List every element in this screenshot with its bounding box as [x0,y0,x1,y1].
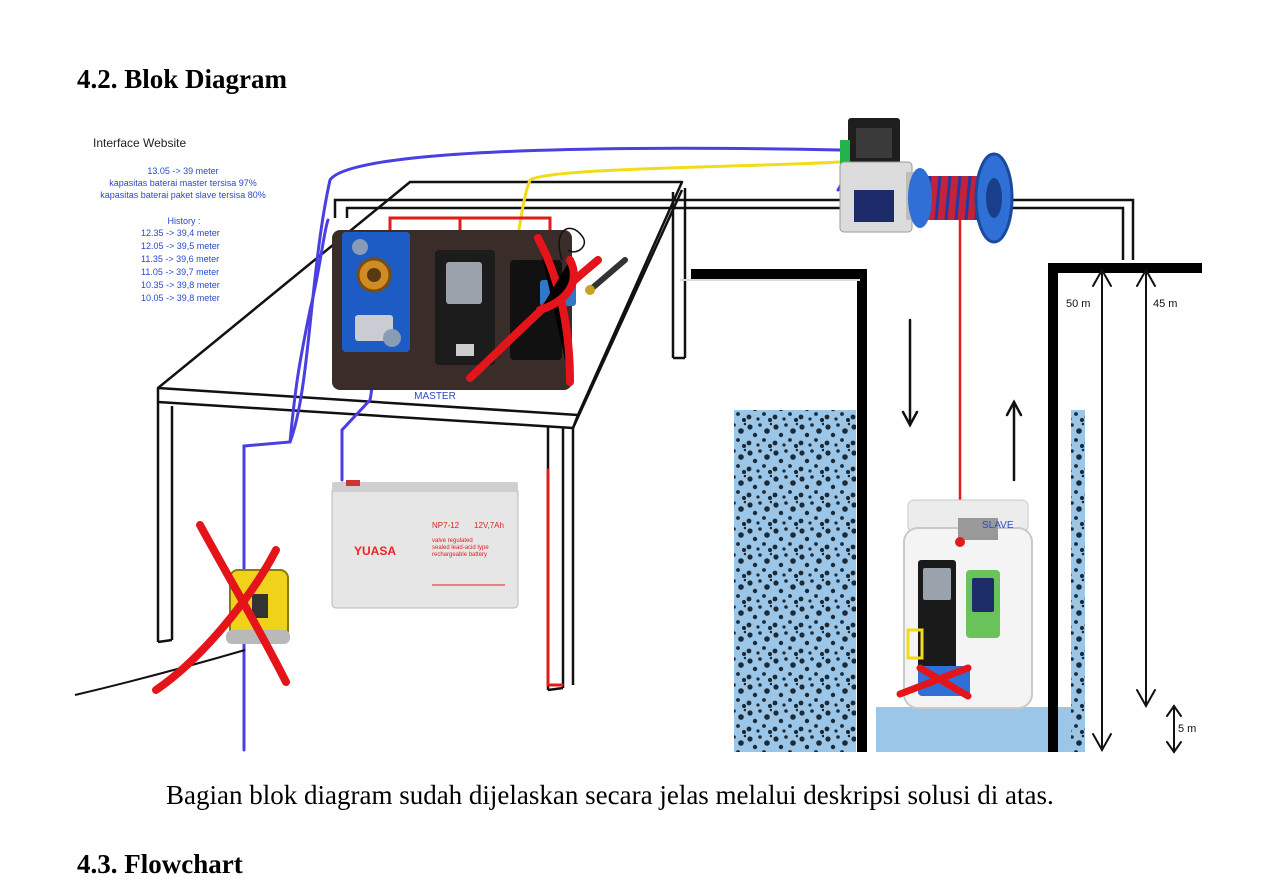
section-heading-flowchart: 4.3. Flowchart [77,849,243,879]
battery-rating: 12V,7Ah [474,521,504,530]
lead-acid-battery: YUASA NP7-12 12V,7Ah valve regulated sea… [331,480,519,609]
interface-battery-slave: kapasitas baterai paket slave tersisa 80… [100,190,266,200]
depth-label-45: 45 m [1153,298,1177,310]
well-walls [680,263,1202,752]
battery-desc-2: sealed lead-acid type [432,545,489,551]
slave-label: SLAVE [982,520,1014,531]
master-unit [332,227,628,390]
depth-label-50: 50 m [1066,298,1090,310]
battery-desc-3: rechargeable battery [432,552,487,558]
depth-measurements [1092,267,1182,754]
interface-battery-master: kapasitas baterai master tersisa 97% [109,178,257,188]
overhead-rail [333,198,1135,260]
water-level [876,707,1082,752]
battery-model: NP7-12 [432,521,460,530]
power-supply-cross-mark [152,521,290,694]
slave-cross-mark [896,664,972,700]
master-label: MASTER [414,391,456,402]
master-cross-mark [466,234,602,386]
depth-label-5: 5 m [1178,723,1196,735]
history-item: 11.05 -> 39,7 meter [141,267,219,277]
history-item: 10.35 -> 39,8 meter [141,280,220,290]
interface-title: Interface Website [93,136,186,150]
power-supply-unit [74,569,290,696]
direction-arrows [901,318,1023,482]
block-diagram: Interface Website 13.05 -> 39 meter kapa… [74,118,1202,754]
interface-website-panel: Interface Website 13.05 -> 39 meter kapa… [93,136,266,303]
battery-brand: YUASA [354,544,396,558]
interface-history-title: History : [167,216,200,226]
diagram-caption: Bagian blok diagram sudah dijelaskan sec… [166,780,1054,810]
section-heading-block-diagram: 4.2. Blok Diagram [77,64,288,94]
slave-unit [903,499,1033,709]
battery-desc-1: valve regulated [432,538,473,544]
history-item: 12.35 -> 39,4 meter [141,228,220,238]
winch-assembly [839,118,1014,244]
history-item: 11.35 -> 39,6 meter [141,254,219,264]
history-item: 10.05 -> 39,8 meter [141,293,220,303]
history-item: 12.05 -> 39,5 meter [141,241,220,251]
interface-current: 13.05 -> 39 meter [147,166,218,176]
